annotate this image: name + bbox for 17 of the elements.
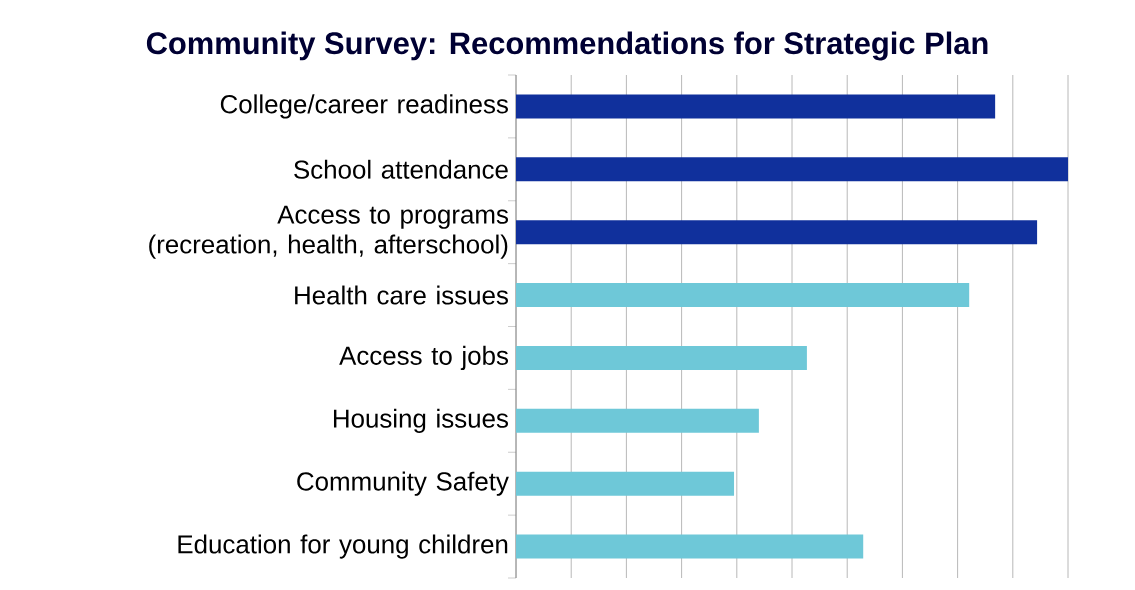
y-tick-label: Access to programs (recreation, health, afterschool)	[149, 205, 508, 259]
bar	[516, 283, 970, 308]
y-tick-label: Community Safety	[297, 471, 509, 496]
y-tick-label: Housing issues	[333, 408, 508, 433]
y-tick-label: Education for young children	[178, 534, 508, 559]
chart-title: Community Survey: Recommendations for Strategic Plan	[146, 31, 988, 61]
bar	[516, 534, 864, 559]
bar	[516, 345, 807, 370]
bar	[516, 408, 759, 433]
bar	[516, 157, 1069, 182]
y-tick-label: Access to jobs	[339, 345, 508, 371]
bar	[516, 220, 1038, 245]
y-tick-label: School attendance	[294, 159, 508, 179]
y-tick-label: College/career readiness	[220, 94, 508, 119]
y-tick-label: Health care issues	[295, 285, 508, 305]
bar	[516, 94, 996, 119]
bar	[516, 471, 735, 496]
